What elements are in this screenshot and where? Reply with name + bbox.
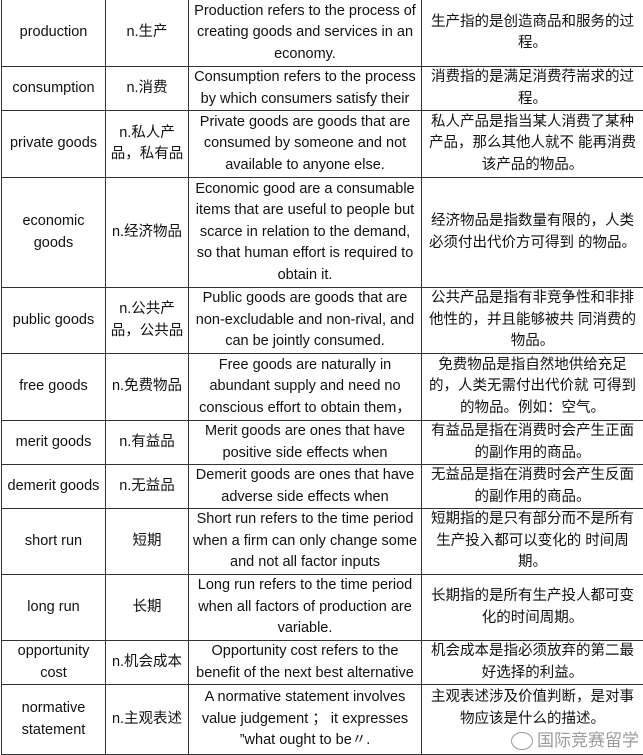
chinese-definition-cell: 有益品是指在消费时会产生正面的副作用的商品。 bbox=[422, 421, 643, 465]
chinese-term-cell: n.生产 bbox=[106, 0, 189, 67]
watermark-text: 国际竞赛留学 bbox=[537, 731, 639, 750]
english-definition-cell: Free goods are naturally in abundant sup… bbox=[189, 354, 422, 421]
english-definition-cell: Long run refers to the time period when … bbox=[189, 575, 422, 641]
chinese-definition-cell: 经济物品是指数量有限的，人类必须付出代价方可得到 的物品。 bbox=[422, 178, 643, 288]
english-definition-cell: Private goods are goods that are consume… bbox=[189, 111, 422, 178]
chinese-definition-cell: 长期指的是所有生产投人都可变化的时间周期。 bbox=[422, 575, 643, 641]
wechat-icon bbox=[511, 732, 533, 750]
term-cell: economic goods bbox=[2, 178, 106, 288]
english-definition-cell: Consumption refers to the process by whi… bbox=[189, 67, 422, 111]
chinese-term-cell: n.免费物品 bbox=[106, 354, 189, 421]
chinese-definition-cell: 无益品是指在消费时会产生反面的副作用的商品。 bbox=[422, 465, 643, 509]
chinese-term-cell: 短期 bbox=[106, 509, 189, 575]
term-cell: private goods bbox=[2, 111, 106, 178]
chinese-term-cell: n.有益品 bbox=[106, 421, 189, 465]
english-definition-cell: Short run refers to the time period when… bbox=[189, 509, 422, 575]
english-definition-cell: Public goods are goods that are non-excl… bbox=[189, 288, 422, 354]
chinese-definition-cell: 公共产品是指有非竞争性和非排他性的，并且能够被共 同消费的物品。 bbox=[422, 288, 643, 354]
watermark: 国际竞赛留学 bbox=[426, 731, 639, 750]
english-definition-cell: Production refers to the process of crea… bbox=[189, 0, 422, 67]
chinese-definition-cell: 主观表述涉及价值判断，是对事物应该是什么的描述。 国际竞赛留学 bbox=[422, 685, 643, 755]
term-cell: consumption bbox=[2, 67, 106, 111]
term-cell: short run bbox=[2, 509, 106, 575]
chinese-definition-cell: 私人产品是指当某人消费了某种产品，那么其他人就不 能再消费该产品的物品。 bbox=[422, 111, 643, 178]
term-cell: merit goods bbox=[2, 421, 106, 465]
chinese-term-cell: n.经济物品 bbox=[106, 178, 189, 288]
term-cell: public goods bbox=[2, 288, 106, 354]
chinese-term-cell: n.主观表述 bbox=[106, 685, 189, 755]
chinese-definition-cell: 生产指的是创造商品和服务的过程。 bbox=[422, 0, 643, 67]
chinese-term-cell: n.私人产品，私有品 bbox=[106, 111, 189, 178]
chinese-definition-cell: 短期指的是只有部分而不是所有生产投入都可以变化的 时间周期。 bbox=[422, 509, 643, 575]
chinese-definition-cell: 免费物品是指自然地供给充足的，人类无需付出代价就 可得到的物品。例如：空气。 bbox=[422, 354, 643, 421]
chinese-term-cell: n.无益品 bbox=[106, 465, 189, 509]
term-cell: long run bbox=[2, 575, 106, 641]
chinese-definition-cell: 机会成本是指必须放弃的第二最好选择的利益。 bbox=[422, 641, 643, 685]
english-definition-cell: Demerit goods are ones that have adverse… bbox=[189, 465, 422, 509]
chinese-term-cell: n.公共产品，公共品 bbox=[106, 288, 189, 354]
chinese-term-cell: 长期 bbox=[106, 575, 189, 641]
english-definition-cell: A normative statement involves value jud… bbox=[189, 685, 422, 755]
term-cell: normative statement bbox=[2, 685, 106, 755]
chinese-term-cell: n.机会成本 bbox=[106, 641, 189, 685]
english-definition-cell: Merit goods are ones that have positive … bbox=[189, 421, 422, 465]
chinese-definition-text: 主观表述涉及价值判断，是对事物应该是什么的描述。 bbox=[426, 687, 639, 730]
chinese-term-cell: n.消费 bbox=[106, 67, 189, 111]
term-cell: demerit goods bbox=[2, 465, 106, 509]
term-cell: opportunity cost bbox=[2, 641, 106, 685]
chinese-definition-cell: 消费指的是满足消费荇耑求的过程。 bbox=[422, 67, 643, 111]
english-definition-cell: Economic good are a consumable items tha… bbox=[189, 178, 422, 288]
term-cell: production bbox=[2, 0, 106, 67]
english-definition-cell: Opportunity cost refers to the benefit o… bbox=[189, 641, 422, 685]
term-cell: free goods bbox=[2, 354, 106, 421]
